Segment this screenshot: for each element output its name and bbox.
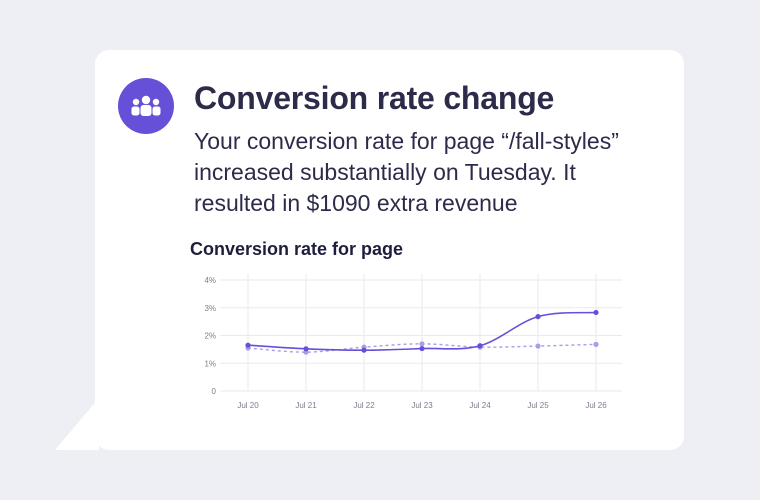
x-tick-label: Jul 25 xyxy=(527,401,549,410)
x-tick-label: Jul 23 xyxy=(411,401,433,410)
y-tick-label: 0 xyxy=(212,387,217,396)
data-point-current xyxy=(535,314,541,320)
notification-message: Your conversion rate for page “/fall-sty… xyxy=(194,128,619,216)
data-point-current xyxy=(245,342,251,348)
data-point-current xyxy=(477,343,483,349)
audience-avatar xyxy=(118,78,174,134)
conversion-line-chart: 0 1% 2% 3% 4% Jul 20 Jul 21 Jul 22 Jul 23 Jul 24 J… xyxy=(204,274,622,410)
speech-bubble-tail xyxy=(55,398,99,450)
data-point-baseline xyxy=(419,341,425,347)
x-tick-label: Jul 22 xyxy=(353,401,375,410)
data-point-current xyxy=(419,345,425,352)
data-point-current xyxy=(361,347,367,353)
y-tick-label: 1% xyxy=(204,359,216,368)
notification-title: Conversion rate change xyxy=(194,80,555,116)
y-tick-label: 2% xyxy=(204,332,216,341)
x-tick-label: Jul 26 xyxy=(585,401,607,410)
data-point-current xyxy=(593,309,599,316)
y-tick-label: 3% xyxy=(204,304,216,313)
x-tick-label: Jul 24 xyxy=(469,401,491,410)
x-tick-label: Jul 21 xyxy=(295,401,317,410)
data-point-baseline xyxy=(535,343,541,349)
data-point-baseline xyxy=(593,341,599,347)
x-tick-label: Jul 20 xyxy=(237,401,259,410)
data-point-current xyxy=(303,346,309,352)
chart-title: Conversion rate for page xyxy=(190,239,404,259)
people-group-icon xyxy=(131,95,161,116)
y-tick-label: 4% xyxy=(204,276,216,285)
notification-card xyxy=(95,50,684,450)
